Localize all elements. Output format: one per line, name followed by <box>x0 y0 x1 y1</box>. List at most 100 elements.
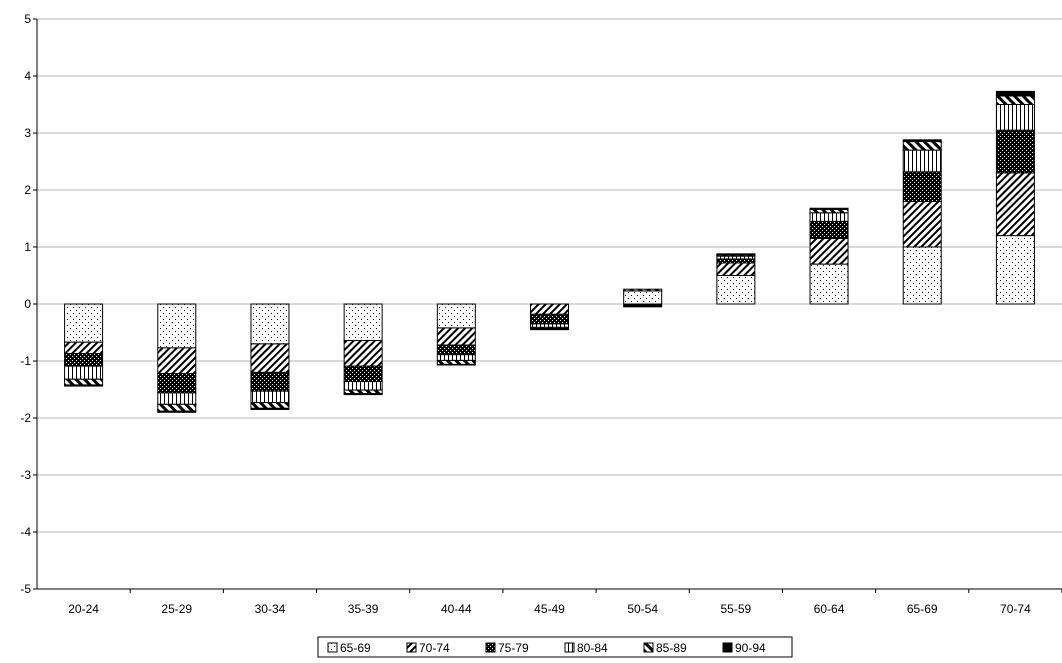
bar-segment-75-79 <box>343 365 383 383</box>
bar-segment-80-84 <box>530 323 569 328</box>
bar-segment-65-69 <box>64 303 104 343</box>
bar-segment-80-84 <box>902 149 942 173</box>
bar-segment-90-94 <box>250 407 290 410</box>
legend-label: 65-69 <box>340 641 371 655</box>
bar-segment-85-89 <box>902 141 942 151</box>
y-tick-label: 3 <box>24 126 31 140</box>
bar-segment-65-69 <box>902 246 942 305</box>
x-tick-label: 35-39 <box>348 602 379 616</box>
bar-segment-65-69 <box>623 290 663 305</box>
y-tick-label: 1 <box>24 240 31 254</box>
bar-segment-85-89 <box>250 402 290 409</box>
bar-segment-70-74 <box>157 347 197 375</box>
x-tick-label: 65-69 <box>907 602 938 616</box>
bar-segment-65-69 <box>343 303 383 341</box>
bar-segment-90-94 <box>809 207 849 210</box>
legend-swatch <box>564 642 575 653</box>
bar-segment-90-94 <box>716 253 756 256</box>
x-tick-label: 40-44 <box>441 602 472 616</box>
legend-box <box>317 636 793 658</box>
bar-segment-75-79 <box>530 313 569 325</box>
bar-segment-70-74 <box>343 339 383 367</box>
axes <box>33 18 1062 593</box>
legend-label: 70-74 <box>419 641 450 655</box>
bar-segment-70-74 <box>809 237 849 265</box>
bar-segment-80-84 <box>995 104 1035 131</box>
x-tick-label: 25-29 <box>161 602 192 616</box>
legend-swatch <box>406 642 417 653</box>
bar-segment-70-74 <box>436 327 476 346</box>
bar-segment-80-84 <box>64 365 104 380</box>
legend-swatch <box>485 642 496 653</box>
y-tick-labels: 5 4 3 2 1 0 -1 -2 -3 -4 -5 <box>20 12 31 596</box>
bar-segment-75-79 <box>250 371 290 392</box>
bar-segment-70-74 <box>902 200 942 248</box>
bar-segment-85-89 <box>343 389 383 394</box>
bar-segment-75-79 <box>809 220 849 239</box>
legend-label: 80-84 <box>577 641 608 655</box>
bar-segment-80-84 <box>809 212 849 222</box>
bar-segment-90-94 <box>902 139 942 143</box>
legend-swatch <box>722 642 733 653</box>
y-tick-label: -3 <box>20 468 31 482</box>
bar-segment-85-89 <box>64 378 104 386</box>
legend-swatch <box>643 642 654 653</box>
x-tick-label: 55-59 <box>721 602 752 616</box>
bar-segment-80-84 <box>436 354 476 361</box>
bar-segment-75-79 <box>995 129 1035 174</box>
bar-segment-65-69 <box>809 263 849 305</box>
bar-segment-65-69 <box>436 303 476 329</box>
bar-segment-85-89 <box>995 95 1035 105</box>
bar-segment-85-89 <box>809 208 849 214</box>
bar-segment-80-84 <box>250 390 290 404</box>
bar-segment-90-94 <box>64 384 104 387</box>
bar-segment-75-79 <box>436 344 476 356</box>
bar-segment-90-94 <box>157 410 197 413</box>
bar-segment-90-94 <box>436 363 476 366</box>
bar-segment-70-74 <box>250 343 290 373</box>
y-tick-label: 0 <box>24 297 31 311</box>
legend-label: 75-79 <box>498 641 529 655</box>
bar-segment-90-94 <box>623 303 663 308</box>
y-tick-label: -2 <box>20 411 31 425</box>
bar-segment-65-69 <box>157 303 197 349</box>
bar-segment-70-74 <box>716 262 756 276</box>
legend: 65-69 70-74 75-79 80-84 85-89 90-94 <box>317 636 793 658</box>
bar-segment-90-94 <box>530 328 569 331</box>
x-tick-label: 30-34 <box>255 602 286 616</box>
x-tick-label: 70-74 <box>1000 602 1031 616</box>
bar-segment-75-79 <box>64 353 104 367</box>
x-tick-label: 20-24 <box>68 602 99 616</box>
bar-segment-65-69 <box>995 235 1035 305</box>
bar-segment-85-89 <box>157 403 197 412</box>
bar-segment-70-74 <box>64 341 104 355</box>
bars <box>64 90 1035 413</box>
legend-swatch <box>327 642 338 653</box>
bar-segment-90-94 <box>995 90 1035 97</box>
y-tick-label: -1 <box>20 354 31 368</box>
bar-segment-65-69 <box>716 275 756 305</box>
x-tick-label: 45-49 <box>534 602 565 616</box>
x-tick-labels: 20-24 25-29 30-34 35-39 40-44 45-49 50-54 55-59… <box>68 602 1031 616</box>
x-tick-label: 60-64 <box>814 602 845 616</box>
y-tick-label: -5 <box>20 582 31 596</box>
bar-segment-85-89 <box>623 288 663 292</box>
y-tick-label: 5 <box>24 12 31 26</box>
bar-segment-75-79 <box>902 171 942 202</box>
x-tick-label: 50-54 <box>627 602 658 616</box>
y-tick-label: 4 <box>24 69 31 83</box>
bar-segment-75-79 <box>716 258 756 264</box>
bar-segment-80-84 <box>343 381 383 391</box>
bar-segment-85-89 <box>436 359 476 365</box>
legend-label: 90-94 <box>735 641 766 655</box>
bar-segment-70-74 <box>995 172 1035 237</box>
y-tick-label: -4 <box>20 525 31 539</box>
bar-segment-65-69 <box>250 303 290 345</box>
bar-segment-80-84 <box>157 392 197 405</box>
y-tick-label: 2 <box>24 183 31 197</box>
bar-segment-90-94 <box>343 392 383 396</box>
legend-label: 85-89 <box>656 641 687 655</box>
bar-segment-75-79 <box>157 373 197 394</box>
